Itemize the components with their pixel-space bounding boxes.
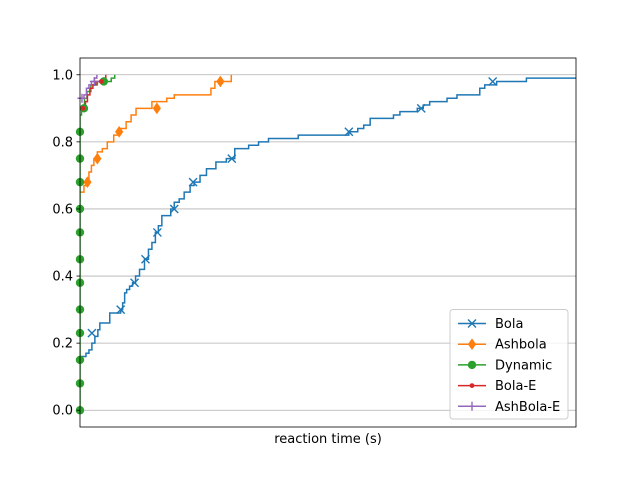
legend-entry: Dynamic [458, 358, 552, 373]
y-tick-label: 0.4 [52, 270, 73, 285]
data-point-bola [152, 227, 162, 237]
data-point-bola [188, 177, 198, 187]
y-tick-label: 0.0 [52, 404, 73, 419]
data-point-ashbola [152, 102, 162, 115]
legend-label: Dynamic [495, 358, 552, 373]
legend-label: AshBola-E [495, 400, 560, 415]
legend-marker [467, 319, 477, 328]
data-point-bola [344, 127, 354, 137]
legend-marker [467, 338, 477, 351]
y-tick-label: 0.8 [52, 135, 73, 150]
data-point-bola [116, 305, 126, 315]
data-point-bola-e [80, 105, 86, 111]
legend-entry: AshBola-E [458, 400, 560, 415]
data-point-bola [87, 328, 97, 338]
data-point-bola [130, 278, 140, 288]
legend-label: Bola-E [495, 379, 536, 394]
legend-entry: Bola [458, 317, 523, 332]
data-point-ashbola-e [77, 93, 87, 103]
data-point-ashbola [216, 75, 225, 88]
y-axis: 0.0 0.2 0.4 0.6 0.8 1.0 [52, 68, 80, 419]
x-axis-label: reaction time (s) [274, 432, 382, 447]
data-point-ashbola-e [89, 76, 99, 86]
legend-marker [467, 401, 477, 411]
y-tick-label: 0.6 [52, 202, 73, 217]
data-point-bola [227, 154, 237, 164]
data-point-ashbola [115, 125, 124, 138]
series-line-ashbola [80, 74, 233, 193]
data-point-bola [140, 254, 150, 264]
legend-entry: Bola-E [458, 379, 536, 394]
data-point-bola [169, 204, 179, 214]
data-point-bola [488, 76, 498, 86]
legend: Bola Ashbola Dynamic Bola-E AshBola-E [449, 309, 569, 420]
plot-frame [79, 57, 577, 428]
legend-label: Ashbola [495, 338, 547, 353]
data-point-bola-e [98, 79, 104, 84]
y-tick-label: 0.2 [52, 337, 73, 352]
data-point-ashbola [83, 176, 92, 189]
legend-marker [467, 360, 477, 370]
y-gridlines [80, 74, 576, 411]
y-tick-label: 1.0 [52, 68, 73, 83]
data-point-ashbola [93, 152, 102, 165]
legend-entry: Ashbola [458, 338, 547, 353]
legend-marker [469, 383, 475, 388]
data-point-bola [416, 103, 426, 113]
legend-box [449, 309, 569, 420]
legend-label: Bola [495, 317, 523, 332]
